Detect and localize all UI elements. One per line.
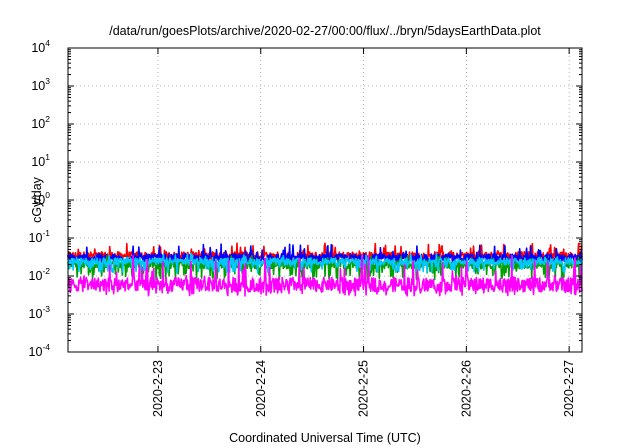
y-tick-label: 10-3: [29, 304, 51, 321]
grid: [68, 48, 582, 352]
x-tick-label: 2020-2-26: [459, 360, 473, 417]
series-line: [67, 254, 583, 297]
y-tick-label: 102: [31, 114, 50, 131]
y-tick-label: 10-1: [29, 228, 51, 245]
x-tick-label: 2020-2-27: [562, 360, 576, 417]
y-tick-label: 104: [31, 38, 50, 55]
chart-title: /data/run/goesPlots/archive/2020-02-27/0…: [109, 24, 541, 38]
series-line: [67, 243, 583, 268]
x-tick-label: 2020-2-23: [151, 360, 165, 417]
x-tick-label: 2020-2-24: [254, 360, 268, 417]
y-tick-label: 101: [31, 152, 50, 169]
x-axis-label: Coordinated Universal Time (UTC): [229, 431, 421, 445]
y-tick-label: 103: [31, 76, 50, 93]
y-tick-label: 100: [31, 190, 50, 207]
y-axis: 10-4 10-3 10-2 10-1 100 101 102 103 104: [29, 38, 582, 359]
series-line: [67, 242, 583, 264]
series-group: [67, 242, 583, 297]
y-tick-label: 10-4: [29, 342, 51, 359]
x-tick-label: 2020-2-25: [357, 360, 371, 417]
y-tick-label: 10-2: [29, 266, 51, 283]
series-line: [67, 252, 583, 274]
x-axis: 2020-2-23 2020-2-24 2020-2-25 2020-2-26 2020…: [151, 48, 576, 417]
y-axis-label: cGy/day: [30, 176, 44, 223]
